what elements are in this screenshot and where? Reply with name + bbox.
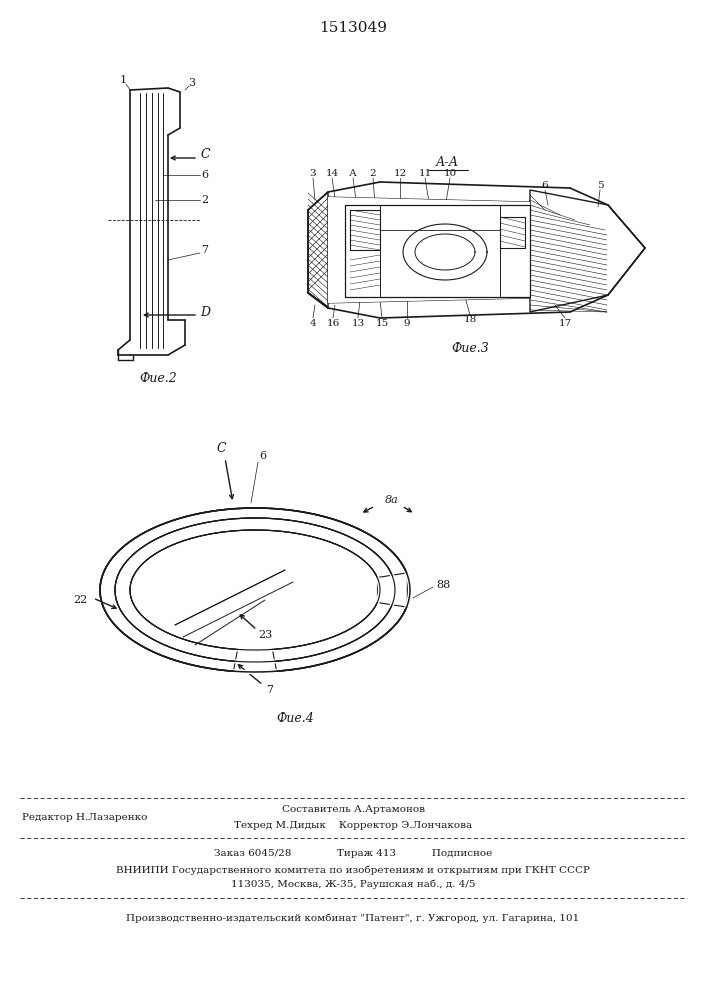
Text: 6: 6 (542, 180, 549, 190)
Text: Фие.2: Фие.2 (139, 371, 177, 384)
Text: 1513049: 1513049 (319, 21, 387, 35)
Text: Фие.4: Фие.4 (276, 712, 314, 724)
Text: А-А: А-А (436, 156, 459, 169)
Polygon shape (308, 192, 328, 308)
Text: 3: 3 (310, 168, 316, 178)
Text: 10: 10 (443, 168, 457, 178)
Text: Производственно-издательский комбинат "Патент", г. Ужгород, ул. Гагарина, 101: Производственно-издательский комбинат "П… (127, 913, 580, 923)
Text: 6: 6 (259, 451, 267, 461)
Text: 13: 13 (351, 318, 365, 328)
Text: 18: 18 (463, 316, 477, 324)
Text: 88: 88 (436, 580, 450, 590)
Text: Фие.3: Фие.3 (451, 342, 489, 355)
Text: 17: 17 (559, 318, 572, 328)
Text: 5: 5 (597, 180, 603, 190)
Text: ВНИИПИ Государственного комитета по изобретениям и открытиям при ГКНТ СССР: ВНИИПИ Государственного комитета по изоб… (116, 865, 590, 875)
Text: 22: 22 (73, 595, 87, 605)
Text: 2: 2 (370, 168, 376, 178)
Text: 113035, Москва, Ж-35, Раушская наб., д. 4/5: 113035, Москва, Ж-35, Раушская наб., д. … (230, 879, 475, 889)
Text: D: D (200, 306, 210, 318)
Text: 9: 9 (404, 318, 410, 328)
Text: 2: 2 (201, 195, 209, 205)
Text: C: C (200, 148, 210, 161)
Text: 3: 3 (189, 78, 196, 88)
Text: А: А (349, 168, 357, 178)
Text: 15: 15 (375, 318, 389, 328)
Text: 8а: 8а (385, 495, 399, 505)
Text: C: C (216, 442, 226, 454)
Text: 23: 23 (258, 630, 272, 640)
Text: 4: 4 (310, 318, 316, 328)
Text: 7: 7 (267, 685, 274, 695)
Text: Заказ 6045/28              Тираж 413           Подписное: Заказ 6045/28 Тираж 413 Подписное (214, 848, 492, 857)
Polygon shape (328, 197, 530, 303)
Text: Составитель А.Артамонов: Составитель А.Артамонов (281, 806, 424, 814)
Text: Редактор Н.Лазаренко: Редактор Н.Лазаренко (22, 814, 147, 822)
Text: 14: 14 (325, 168, 339, 178)
Text: 11: 11 (419, 168, 432, 178)
Text: 16: 16 (327, 318, 339, 328)
Polygon shape (530, 190, 645, 312)
Text: 12: 12 (393, 168, 407, 178)
Text: 1: 1 (119, 75, 127, 85)
Text: Техред М.Дидык    Корректор Э.Лончакова: Техред М.Дидык Корректор Э.Лончакова (234, 820, 472, 830)
Text: 6: 6 (201, 170, 209, 180)
Text: 7: 7 (201, 245, 209, 255)
